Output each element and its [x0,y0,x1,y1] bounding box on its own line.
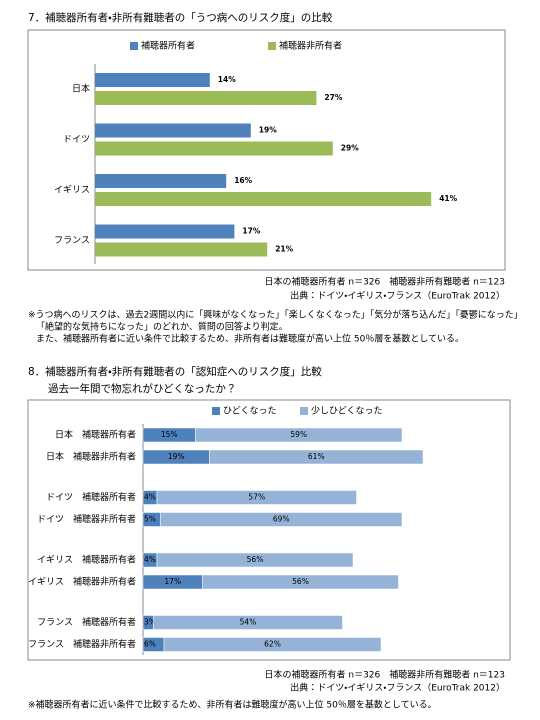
value-label: 69% [273,515,290,524]
section-heading: 8．補聴器所有者・非所有難聴者の「認知症へのリスク度」比較 [28,365,322,378]
value-label: 14% [218,75,236,84]
category-label: ドイツ 補聴器非所有者 [37,513,136,525]
category-label: イギリス 補聴器所有者 [37,554,136,566]
legend-label: ひどくなった [223,406,276,417]
bar [95,91,317,105]
value-label: 17% [164,577,181,586]
value-label: 62% [264,640,281,649]
bar-segment [202,574,399,590]
category-label: フランス 補聴器非所有者 [28,638,136,650]
bar-segment [156,552,354,568]
footnote: また、補聴器所有者に近い条件で比較するため、非所有者は難聴度が高い上位 50％層… [36,333,464,345]
section-heading: 7．補聴器所有者・非所有難聴者の「うつ病へのリスク度」の比較 [28,11,333,24]
category-label: イギリス 補聴器非所有者 [28,576,136,588]
value-label: 56% [247,555,264,564]
bar-segment [156,490,357,505]
value-label: 19% [259,126,277,135]
category-label: 日本 補聴器所有者 [55,429,136,441]
bar-segment [195,427,403,443]
note: 出典：ドイツ・イギリス・フランス（EuroTrak 2012） [290,682,505,694]
category-label: 日本 補聴器非所有者 [46,451,136,463]
value-label: 6% [144,640,156,649]
value-label: 4% [144,555,156,564]
value-label: 4% [144,493,156,502]
category-label: 日本 [72,83,90,95]
bar [95,224,235,239]
value-label: 15% [161,430,178,439]
legend-label: 補聴器所有者 [141,40,195,52]
note: 日本の補聴器所有者 n＝326 補聴器非所有難聴者 n＝123 [265,669,506,681]
legend-label: 少しひどくなった [311,405,382,417]
footnote: ※補聴器所有者に近い条件で比較するため、非所有者は難聴度が高い上位 50％層を基… [28,699,437,711]
bar [95,192,432,206]
category-label: ドイツ [63,135,90,145]
footnote: ※うつ病へのリスクは、過去2週間以内に「興味がなくなった」「楽しくなくなった」「… [28,309,523,321]
bar [95,174,227,188]
legend-swatch [130,42,138,50]
category-label: イギリス [54,185,90,196]
footnote: 「絶望的な気持ちになった」のどれか、質問の回答より判定。 [36,321,288,333]
bar-segment [160,512,403,527]
category-label: フランス [54,235,90,246]
value-label: 56% [292,577,309,586]
bar-segment [153,615,343,630]
value-label: 3% [144,618,156,627]
legend-swatch [300,407,308,415]
bar [95,242,268,257]
value-label: 41% [439,194,457,203]
bar [95,141,333,156]
bar [95,73,210,87]
value-label: 54% [240,618,257,627]
chart-subtitle: 過去一年間で物忘れがひどくなったか？ [48,382,236,395]
bar-segment [163,637,382,652]
bar-segment [209,449,424,465]
value-label: 57% [248,493,265,502]
value-label: 17% [242,227,260,236]
value-label: 29% [341,144,359,153]
chart-frame [27,399,511,661]
value-label: 59% [290,430,307,439]
legend-label: 補聴器非所有者 [279,40,342,52]
category-label: ドイツ 補聴器所有者 [46,491,136,503]
legend-swatch [268,42,276,50]
value-label: 16% [234,176,252,185]
category-label: フランス 補聴器所有者 [37,616,136,628]
chart-frame [27,29,506,271]
note: 出典：ドイツ・イギリス・フランス（EuroTrak 2012） [290,290,505,302]
value-label: 27% [324,93,342,102]
note: 日本の補聴器所有者 n＝326 補聴器非所有難聴者 n＝123 [265,276,506,288]
bar [95,123,251,138]
value-label: 21% [275,245,293,254]
value-label: 19% [168,452,185,461]
legend-swatch [212,407,220,415]
value-label: 5% [144,515,156,524]
value-label: 61% [308,452,325,461]
